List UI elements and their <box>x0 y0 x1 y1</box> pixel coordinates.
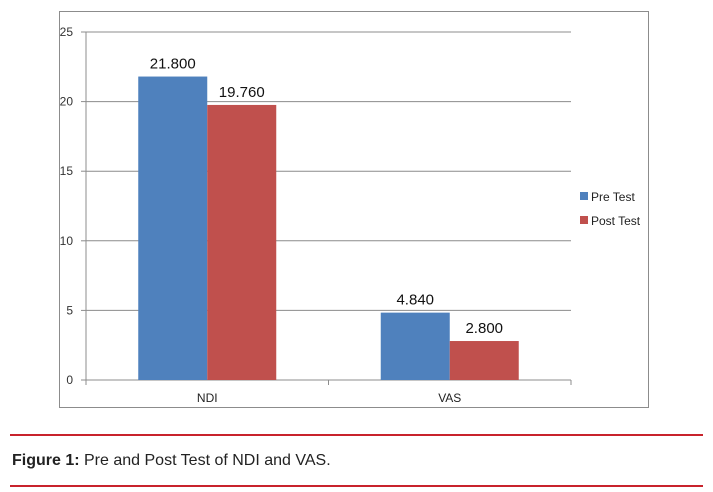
legend-entry: Pre Test <box>591 190 635 204</box>
y-tick-label: 25 <box>60 25 74 39</box>
legend-swatch <box>580 192 588 200</box>
bar-post-test <box>207 104 277 381</box>
bar-post-test <box>449 341 519 380</box>
bar-pre-test <box>380 312 450 380</box>
legend-entry: Post Test <box>591 214 641 228</box>
x-category-label: NDI <box>197 391 218 405</box>
data-label: 19.760 <box>219 84 265 101</box>
caption-rule-bottom <box>10 485 703 487</box>
y-tick-label: 0 <box>66 373 73 387</box>
x-category-label: VAS <box>438 391 461 405</box>
legend-swatch <box>580 216 588 224</box>
figure-caption: Figure 1: Pre and Post Test of NDI and V… <box>12 452 331 470</box>
data-label: 4.840 <box>396 292 434 309</box>
caption-rule-top <box>10 434 703 436</box>
y-tick-label: 10 <box>60 234 74 248</box>
bar-pre-test <box>138 76 208 380</box>
y-tick-label: 5 <box>66 303 73 317</box>
caption-label: Figure 1: <box>12 452 80 469</box>
caption-text: Pre and Post Test of NDI and VAS. <box>79 452 331 469</box>
y-tick-label: 15 <box>60 164 74 178</box>
data-label: 2.800 <box>465 320 503 337</box>
data-label: 21.800 <box>150 56 196 73</box>
y-tick-label: 20 <box>60 95 74 109</box>
